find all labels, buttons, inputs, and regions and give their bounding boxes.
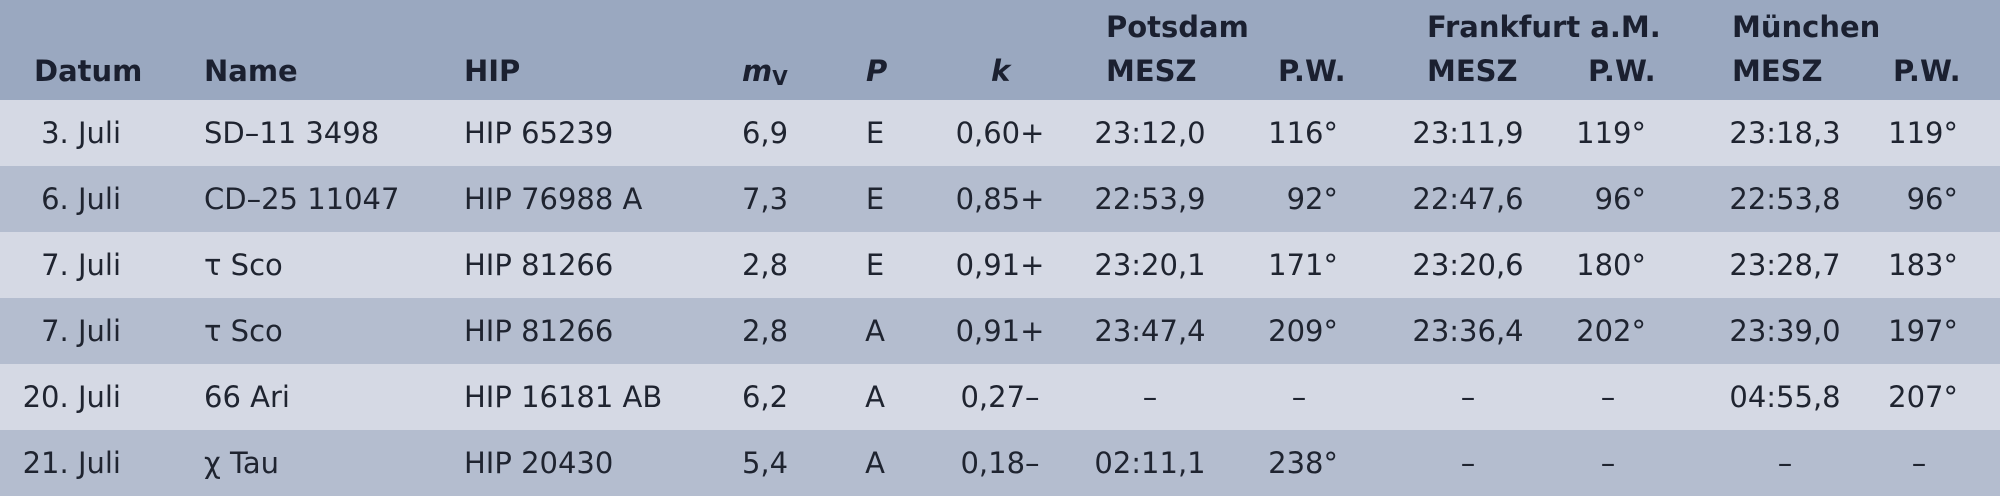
cell-frankfurt-pw: 119° [1576,116,1646,150]
cell-hip: HIP 65239 [464,116,614,150]
cell-muenchen-mesz: – [1777,446,1793,480]
cell-k: 0,85+ [955,182,1045,216]
group-header-muenchen: München [1732,10,1881,44]
cell-mv: 6,9 [741,116,789,150]
cell-hip: HIP 20430 [464,446,614,480]
cell-potsdam-mesz: 23:20,1 [1094,248,1206,282]
cell-potsdam-pw: – [1291,380,1307,414]
cell-muenchen-mesz: 23:28,7 [1729,248,1841,282]
col-header-frankfurt-pw: P.W. [1588,54,1656,88]
cell-frankfurt-mesz: 23:20,6 [1412,248,1524,282]
col-header-p: P [866,54,888,88]
cell-k: 0,18– [960,446,1040,480]
cell-datum: 21. Juli [22,446,121,480]
cell-muenchen-pw: 96° [1906,182,1958,216]
cell-muenchen-pw: 197° [1888,314,1958,348]
cell-frankfurt-pw: 180° [1576,248,1646,282]
col-header-mv: mV [742,54,788,90]
cell-hip: HIP 81266 [464,248,614,282]
cell-frankfurt-mesz: 23:36,4 [1412,314,1524,348]
cell-k: 0,91+ [955,314,1045,348]
cell-p: E [865,182,885,216]
col-header-muenchen-pw: P.W. [1893,54,1961,88]
cell-frankfurt-pw: 202° [1576,314,1646,348]
cell-muenchen-mesz: 23:39,0 [1729,314,1841,348]
col-header-frankfurt-mesz: MESZ [1427,54,1518,88]
cell-potsdam-pw: 92° [1286,182,1338,216]
col-header-name: Name [204,54,298,88]
cell-muenchen-mesz: 23:18,3 [1729,116,1841,150]
cell-k: 0,91+ [955,248,1045,282]
cell-frankfurt-mesz: 23:11,9 [1412,116,1524,150]
cell-frankfurt-mesz: – [1460,446,1476,480]
cell-name: SD–11 3498 [204,116,380,150]
cell-mv: 2,8 [741,248,789,282]
cell-muenchen-pw: 207° [1888,380,1958,414]
cell-hip: HIP 81266 [464,314,614,348]
cell-frankfurt-pw: – [1600,380,1616,414]
col-header-datum: Datum [34,54,143,88]
table-row: 21. Juli χ Tau HIP 20430 5,4 A 0,18– 02:… [0,430,2000,496]
cell-muenchen-mesz: 04:55,8 [1729,380,1841,414]
cell-datum: 7. Juli [41,248,121,282]
cell-k: 0,60+ [955,116,1045,150]
cell-frankfurt-pw: 96° [1594,182,1646,216]
cell-hip: HIP 76988 A [464,182,643,216]
col-header-mv-sub: V [772,66,788,90]
cell-potsdam-pw: 238° [1268,446,1338,480]
cell-name: CD–25 11047 [204,182,400,216]
cell-p: A [865,446,885,480]
cell-datum: 20. Juli [22,380,121,414]
cell-p: E [865,248,885,282]
cell-potsdam-mesz: 02:11,1 [1094,446,1206,480]
col-header-potsdam-mesz: MESZ [1106,54,1197,88]
table-row: 7. Juli τ Sco HIP 81266 2,8 E 0,91+ 23:2… [0,232,2000,298]
table-row: 7. Juli τ Sco HIP 81266 2,8 A 0,91+ 23:4… [0,298,2000,364]
group-header-potsdam: Potsdam [1106,10,1249,44]
table-row: 6. Juli CD–25 11047 HIP 76988 A 7,3 E 0,… [0,166,2000,232]
col-header-hip: HIP [464,54,521,88]
cell-k: 0,27– [960,380,1040,414]
cell-potsdam-pw: 209° [1268,314,1338,348]
cell-name: 66 Ari [204,380,290,414]
cell-mv: 6,2 [741,380,789,414]
cell-datum: 6. Juli [41,182,121,216]
cell-frankfurt-mesz: – [1460,380,1476,414]
cell-name: χ Tau [204,446,280,480]
cell-potsdam-mesz: 23:47,4 [1094,314,1206,348]
cell-name: τ Sco [204,314,283,348]
cell-muenchen-pw: – [1911,446,1927,480]
cell-mv: 2,8 [741,314,789,348]
cell-muenchen-pw: 183° [1888,248,1958,282]
cell-datum: 7. Juli [41,314,121,348]
cell-potsdam-pw: 116° [1268,116,1338,150]
cell-p: A [865,314,885,348]
cell-potsdam-mesz: 22:53,9 [1094,182,1206,216]
col-header-mv-base: m [742,54,773,88]
cell-p: A [865,380,885,414]
cell-potsdam-mesz: 23:12,0 [1094,116,1206,150]
table-header: Potsdam Frankfurt a.M. München Datum Nam… [0,0,2000,100]
cell-frankfurt-pw: – [1600,446,1616,480]
cell-frankfurt-mesz: 22:47,6 [1412,182,1524,216]
cell-potsdam-mesz: – [1142,380,1158,414]
col-header-potsdam-pw: P.W. [1278,54,1346,88]
cell-name: τ Sco [204,248,283,282]
cell-mv: 7,3 [741,182,789,216]
cell-muenchen-mesz: 22:53,8 [1729,182,1841,216]
cell-mv: 5,4 [741,446,789,480]
cell-datum: 3. Juli [41,116,121,150]
table-row: 20. Juli 66 Ari HIP 16181 AB 6,2 A 0,27–… [0,364,2000,430]
table-row: 3. Juli SD–11 3498 HIP 65239 6,9 E 0,60+… [0,100,2000,166]
group-header-frankfurt: Frankfurt a.M. [1427,10,1661,44]
col-header-k: k [991,54,1011,88]
cell-hip: HIP 16181 AB [464,380,663,414]
cell-muenchen-pw: 119° [1888,116,1958,150]
cell-potsdam-pw: 171° [1268,248,1338,282]
cell-p: E [865,116,885,150]
col-header-muenchen-mesz: MESZ [1732,54,1823,88]
